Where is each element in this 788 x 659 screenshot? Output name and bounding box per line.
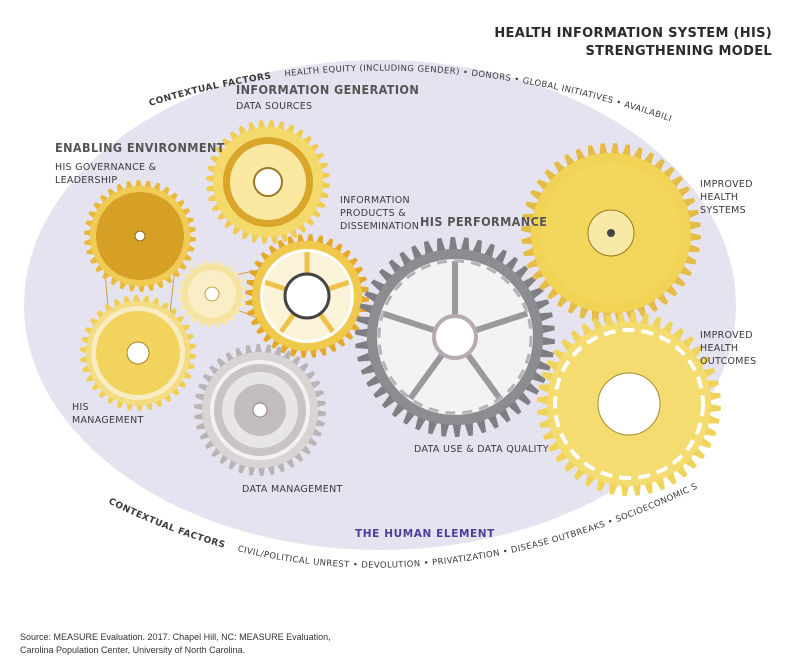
human-element-label: THE HUMAN ELEMENT [355, 528, 495, 540]
gear-hub [553, 328, 705, 480]
his-governance-label-2: LEADERSHIP [55, 175, 117, 186]
gear-spoke [325, 280, 350, 293]
gear-hub [204, 286, 220, 302]
data-management-label: DATA MANAGEMENT [242, 484, 343, 495]
his-performance-gear [355, 237, 555, 437]
source-line-2: Carolina Population Center, University o… [20, 645, 245, 655]
gear-hub [607, 229, 615, 237]
improved-systems-label-3: SYSTEMS [700, 205, 746, 216]
gear-spoke [473, 310, 529, 334]
gear-spoke [381, 310, 437, 334]
gear-spoke [316, 310, 335, 334]
improved-health-systems-gear [521, 143, 701, 323]
improved-outcomes-label-3: OUTCOMES [700, 356, 756, 367]
his-governance-leadership-gear [84, 180, 196, 292]
gear-hub [253, 167, 283, 197]
source-line-1: Source: MEASURE Evaluation. 2017. Chapel… [20, 632, 331, 642]
gear-hub [283, 272, 331, 320]
gear-hub [432, 314, 478, 360]
information-generation-heading: INFORMATION GENERATION [236, 82, 419, 97]
gear-hub [126, 341, 150, 365]
info-products-label-3: DISSEMINATION [340, 221, 419, 232]
title-line-1: HEALTH INFORMATION SYSTEM (HIS) [494, 26, 772, 41]
gear-spoke [407, 351, 446, 401]
data-use-quality-label: DATA USE & DATA QUALITY [414, 444, 549, 455]
title-line-2: STRENGTHENING MODEL [585, 44, 772, 59]
data-management-gear [194, 344, 326, 476]
gear-spoke [264, 280, 289, 293]
gear-hub [134, 230, 146, 242]
data-sources-label: DATA SOURCES [236, 101, 312, 112]
his-management-label-2: MANAGEMENT [72, 415, 144, 426]
improved-systems-label-1: IMPROVED [700, 179, 753, 190]
info-products-label-1: INFORMATION [340, 195, 410, 206]
his-management-gear [80, 295, 196, 411]
improved-outcomes-label-2: HEALTH [700, 343, 738, 354]
gear-spoke [464, 351, 503, 401]
improved-systems-label-2: HEALTH [700, 192, 738, 203]
his-governance-label-1: HIS GOVERNANCE & [55, 162, 157, 173]
his-performance-heading: HIS PERFORMANCE [420, 214, 547, 229]
gear-hub [377, 259, 533, 415]
information-products-gear [245, 234, 369, 358]
gear-hub [252, 402, 268, 418]
his-management-label-1: HIS [72, 402, 89, 413]
improved-health-outcomes-gear [537, 312, 721, 496]
connector-small-gear [178, 260, 246, 328]
gear-spoke [279, 310, 298, 334]
improved-outcomes-label-1: IMPROVED [700, 330, 753, 341]
data-sources-gear [206, 120, 330, 244]
info-products-label-2: PRODUCTS & [340, 208, 406, 219]
enabling-environment-heading: ENABLING ENVIRONMENT [55, 140, 225, 155]
gear-hub [597, 372, 661, 436]
